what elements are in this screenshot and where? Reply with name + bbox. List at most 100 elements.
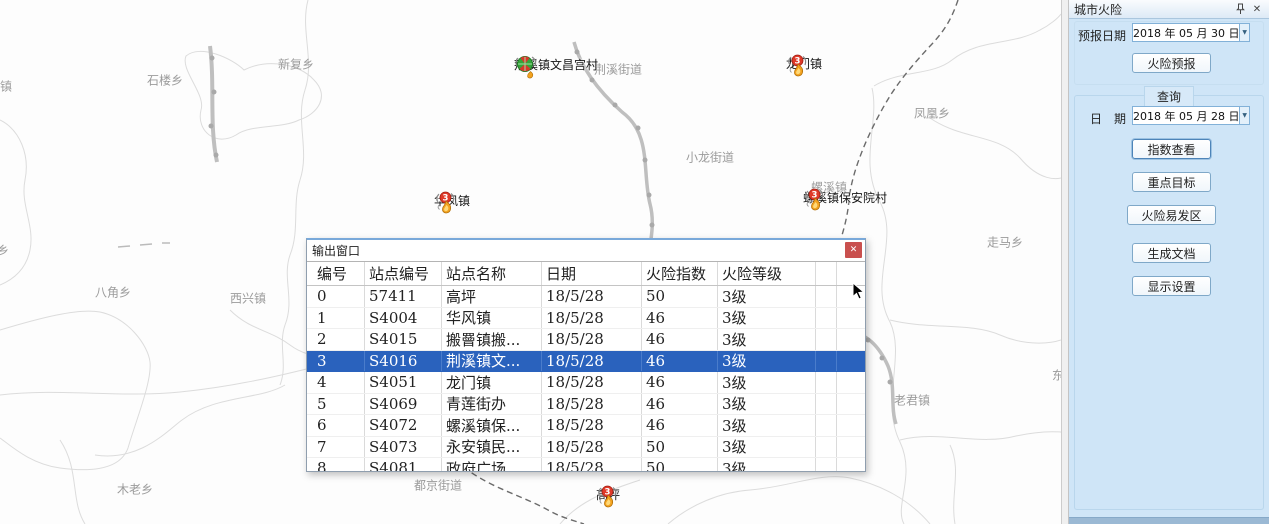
pin-icon[interactable] [1233, 2, 1247, 16]
table-cell: 3级 [718, 329, 816, 350]
table-header-cell[interactable]: 站点名称 [442, 262, 542, 285]
query-date-label: 日 期 [1090, 112, 1127, 126]
fire-risk-panel: 城市火险 ✕ 预报日期 2018 年 05 月 30 日 ▼ 火险预报 查询 日… [1069, 0, 1269, 524]
table-cell: 0 [313, 286, 365, 307]
display-settings-button[interactable]: 显示设置 [1132, 276, 1211, 296]
query-date-picker[interactable]: 2018 年 05 月 28 日 ▼ [1132, 106, 1250, 125]
table-cell: S4073 [365, 436, 442, 457]
table-cell: 18/5/28 [542, 372, 642, 393]
table-cell: S4051 [365, 372, 442, 393]
table-cell: 3级 [718, 436, 816, 457]
query-group: 查询 [1074, 86, 1264, 510]
table-header-spacer [816, 262, 837, 285]
svg-text:3: 3 [795, 57, 801, 67]
table-cell: 3级 [718, 307, 816, 328]
close-icon[interactable]: ✕ [845, 242, 862, 258]
table-header-cell[interactable]: 火险等级 [718, 262, 816, 285]
table-row-spacer [816, 329, 837, 350]
panel-title: 城市火险 [1074, 2, 1123, 17]
table-row[interactable]: 7 S4073 永安镇民... 18/5/28 50 3级 [307, 436, 865, 458]
table-row[interactable]: 5 S4069 青莲街办 18/5/28 46 3级 [307, 393, 865, 415]
fire-station-marker[interactable]: 荆溪镇文昌宫村 [514, 55, 598, 79]
table-cell: S4069 [365, 393, 442, 414]
table-cell: 46 [642, 393, 718, 414]
table-cell: S4072 [365, 415, 442, 436]
table-cell: S4015 [365, 329, 442, 350]
table-cell: 1 [313, 307, 365, 328]
table-cell: 18/5/28 [542, 307, 642, 328]
fire-station-icon[interactable]: 3 [596, 485, 618, 509]
fire-prone-areas-button[interactable]: 火险易发区 [1127, 205, 1216, 225]
fire-station-icon[interactable]: 3 [803, 188, 825, 212]
table-row-spacer [816, 393, 837, 414]
table-cell: 3级 [718, 372, 816, 393]
fire-station-marker[interactable]: 3 高坪 [596, 485, 620, 508]
table-header-cell[interactable]: 火险指数 [642, 262, 718, 285]
table-cell: 46 [642, 372, 718, 393]
fire-station-marker[interactable]: 3 华凤镇 [434, 191, 470, 214]
generate-document-button[interactable]: 生成文档 [1132, 243, 1211, 263]
table-row-spacer [816, 350, 837, 371]
chevron-down-icon[interactable]: ▼ [1239, 24, 1249, 41]
svg-text:3: 3 [605, 488, 611, 498]
forecast-date-value: 2018 年 05 月 30 日 [1133, 26, 1240, 40]
table-cell: 7 [313, 436, 365, 457]
table-row-spacer [816, 415, 837, 436]
table-cell: 3级 [718, 458, 816, 471]
forecast-date-picker[interactable]: 2018 年 05 月 30 日 ▼ [1132, 23, 1250, 42]
table-body: 0 57411 高坪 18/5/28 50 3级 1 S4004 华风镇 18/5/28 46 3级 2… [307, 286, 865, 471]
panel-close-icon[interactable]: ✕ [1252, 3, 1262, 15]
table-cell: 46 [642, 350, 718, 371]
fire-forecast-button[interactable]: 火险预报 [1132, 53, 1211, 73]
table-header-cell[interactable]: 日期 [542, 262, 642, 285]
chevron-down-icon[interactable]: ▼ [1239, 107, 1249, 124]
results-table: 编号 站点编号 站点名称 日期 火险指数 火险等级 0 57411 高坪 18/5/28 50 3级… [307, 262, 865, 471]
table-cell: 搬罾镇搬... [442, 329, 542, 350]
table-cell: 46 [642, 307, 718, 328]
selected-station-icon[interactable] [514, 55, 538, 80]
fire-station-icon[interactable]: 3 [786, 54, 808, 78]
panel-bottom-strip [1069, 517, 1269, 524]
table-row[interactable]: 1 S4004 华风镇 18/5/28 46 3级 [307, 307, 865, 329]
output-window-titlebar[interactable]: 输出窗口 ✕ [307, 240, 865, 262]
svg-text:3: 3 [443, 194, 449, 204]
table-cell: 政府广场 [442, 458, 542, 471]
fire-station-marker[interactable]: 3 龙门镇 [786, 54, 822, 77]
forecast-group [1074, 21, 1264, 85]
table-cell: 5 [313, 393, 365, 414]
table-cell: 18/5/28 [542, 286, 642, 307]
table-cell: 龙门镇 [442, 372, 542, 393]
fire-station-marker[interactable]: 3 螺溪镇保安院村 [803, 188, 887, 211]
query-date-value: 2018 年 05 月 28 日 [1133, 109, 1240, 123]
table-cell: 螺溪镇保... [442, 415, 542, 436]
table-header-cell[interactable]: 站点编号 [365, 262, 442, 285]
table-cell: S4004 [365, 307, 442, 328]
table-row-spacer [816, 436, 837, 457]
table-row[interactable]: 8 S4081 政府广场 18/5/28 50 3级 [307, 458, 865, 471]
table-cell: 50 [642, 436, 718, 457]
index-view-button[interactable]: 指数查看 [1132, 139, 1211, 159]
table-cell: 华风镇 [442, 307, 542, 328]
table-row[interactable]: 6 S4072 螺溪镇保... 18/5/28 46 3级 [307, 415, 865, 437]
key-targets-button[interactable]: 重点目标 [1132, 172, 1211, 192]
output-window: 输出窗口 ✕ 编号 站点编号 站点名称 日期 火险指数 火险等级 0 57411 高坪 18/5… [306, 238, 866, 472]
table-cell: 46 [642, 329, 718, 350]
panel-splitter[interactable] [1061, 0, 1069, 524]
table-cell: 18/5/28 [542, 436, 642, 457]
table-cell: 4 [313, 372, 365, 393]
table-row[interactable]: 2 S4015 搬罾镇搬... 18/5/28 46 3级 [307, 329, 865, 351]
table-row[interactable]: 3 S4016 荆溪镇文... 18/5/28 46 3级 [307, 350, 865, 372]
table-cell: 高坪 [442, 286, 542, 307]
table-cell: 57411 [365, 286, 442, 307]
table-cell: 50 [642, 286, 718, 307]
table-header-cell[interactable]: 编号 [313, 262, 365, 285]
table-cell: 18/5/28 [542, 415, 642, 436]
table-row[interactable]: 0 57411 高坪 18/5/28 50 3级 [307, 286, 865, 308]
table-row[interactable]: 4 S4051 龙门镇 18/5/28 46 3级 [307, 372, 865, 394]
table-header-row: 编号 站点编号 站点名称 日期 火险指数 火险等级 [307, 262, 865, 286]
table-cell: 3 [313, 350, 365, 371]
svg-text:3: 3 [812, 191, 818, 201]
fire-station-icon[interactable]: 3 [434, 191, 456, 215]
table-cell: 18/5/28 [542, 350, 642, 371]
mouse-cursor [852, 281, 865, 305]
